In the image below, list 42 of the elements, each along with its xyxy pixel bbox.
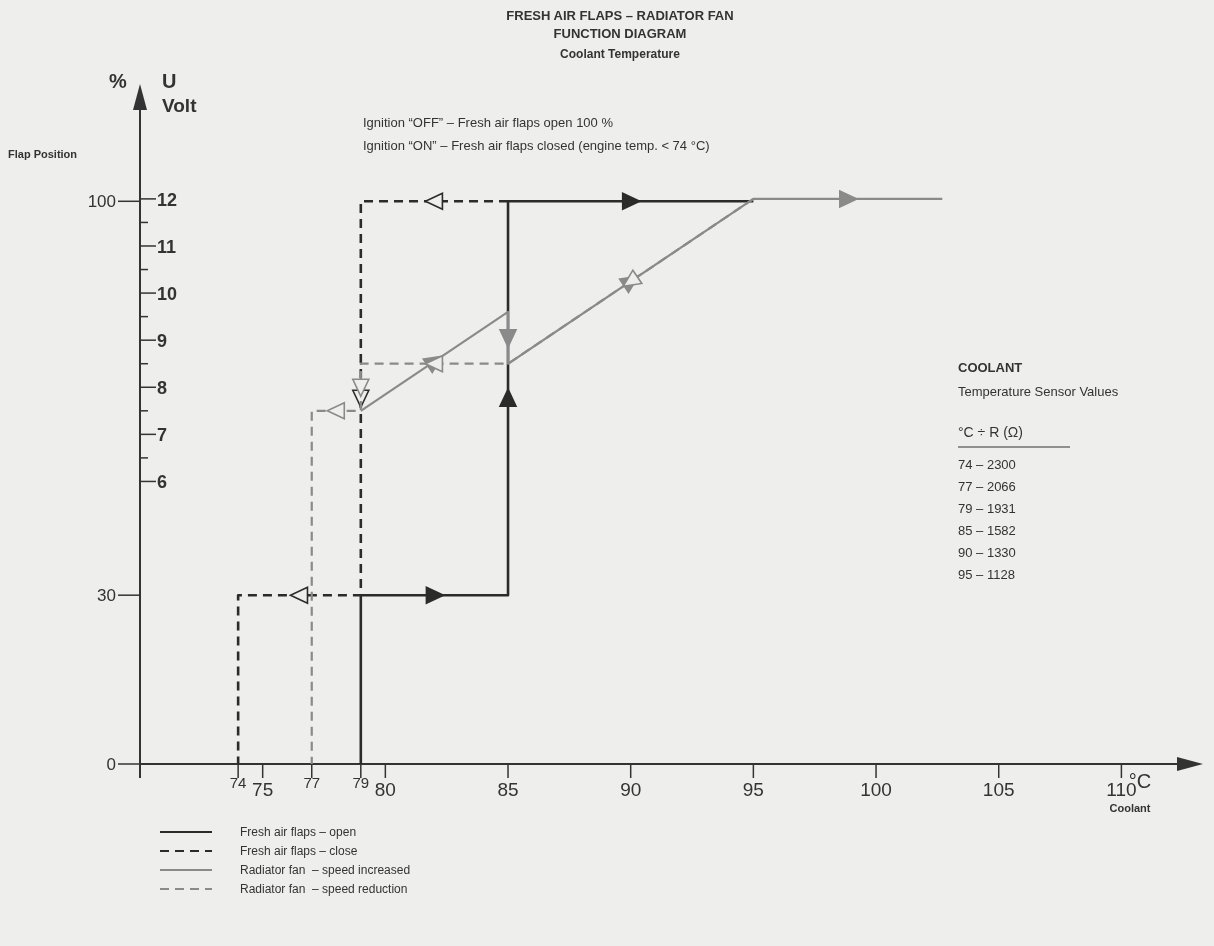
x-tick-label: 105 <box>982 779 1015 800</box>
annotation: 90 – 1330 <box>958 545 1016 560</box>
annotation: 74 – 2300 <box>958 457 1016 472</box>
x-tick-label: 90 <box>620 779 642 800</box>
y2-tick-label: 11 <box>157 236 177 257</box>
text: Coolant Temperature <box>560 47 681 61</box>
annotation: 77 – 2066 <box>958 479 1016 494</box>
annotation: °C ÷ R (Ω) <box>958 424 1023 440</box>
y-tick-label: 100 <box>87 192 116 212</box>
y2-tick-label: 7 <box>157 425 168 446</box>
legend-label: Radiator fan – speed increased <box>240 863 411 877</box>
x-tick-label: 77 <box>303 774 321 791</box>
x-tick-label: 85 <box>497 779 519 800</box>
y2-tick-label: 10 <box>157 284 178 305</box>
x-tick-label: 95 <box>742 779 764 800</box>
x-tick-label: 80 <box>374 779 396 800</box>
annotation: 79 – 1931 <box>958 501 1016 516</box>
x-tick-label: 79 <box>352 774 370 791</box>
y-axis-title: % <box>109 70 128 92</box>
y2-tick-label: 12 <box>157 189 178 210</box>
chart-subtitle: FUNCTION DIAGRAM <box>553 26 687 41</box>
y2-tick-label: 6 <box>157 472 168 493</box>
chart-title: FRESH AIR FLAPS – RADIATOR FAN <box>506 8 734 23</box>
y2-tick-label: 8 <box>157 378 168 399</box>
y2-axis-title: U Volt <box>162 70 198 116</box>
legend-label: Radiator fan – speed reduction <box>240 882 408 896</box>
y-tick-label: 0 <box>106 755 116 774</box>
annotation: 95 – 1128 <box>958 567 1015 582</box>
y-tick-label: 30 <box>97 586 116 606</box>
annotation: Ignition “OFF” – Fresh air flaps open 100 % <box>363 115 614 130</box>
legend-label: Fresh air flaps – open <box>240 825 357 839</box>
annotation: Temperature Sensor Values <box>958 384 1119 399</box>
annotation: COOLANT <box>958 360 1023 375</box>
annotation: Ignition “ON” – Fresh air flaps closed (engine temp. < 74 °C) <box>363 138 710 153</box>
text: Coolant <box>1109 802 1151 814</box>
x-tick-label: 74 <box>229 774 247 791</box>
text: Flap Position <box>8 148 78 160</box>
x-tick-label: 75 <box>252 779 274 800</box>
x-tick-label: 100 <box>860 779 892 800</box>
y2-tick-label: 9 <box>157 331 168 352</box>
annotation: 85 – 1582 <box>958 523 1016 538</box>
legend-label: Fresh air flaps – close <box>240 844 358 858</box>
